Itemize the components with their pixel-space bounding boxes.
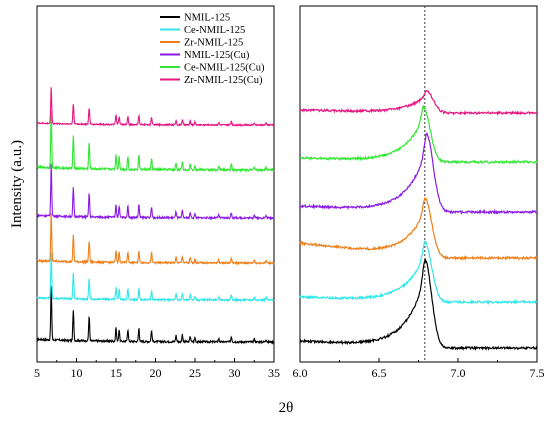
right-panel: 6.0 6.5 7.0 7.5 — [293, 5, 545, 380]
left-x-tick-label: 5 — [34, 366, 40, 380]
left-series-nmil-125-cu- — [36, 163, 275, 221]
legend-label: Zr-NMIL-125 — [184, 38, 243, 49]
legend-label: NMIL-125 — [184, 13, 230, 24]
left-x-tick-label: 30 — [229, 366, 241, 380]
legend-label: NMIL-125(Cu) — [184, 50, 250, 61]
right-plot-frame — [299, 5, 538, 363]
left-series-zr-nmil-125-cu- — [36, 87, 275, 128]
right-series-nmil-125-cu- — [299, 132, 538, 215]
left-x-tick-label: 20 — [150, 366, 162, 380]
y-axis-title: Intensity (a.u.) — [9, 140, 25, 228]
right-x-tick-label: 6.5 — [372, 366, 387, 380]
right-x-axis: 6.0 6.5 7.0 7.5 — [293, 358, 545, 380]
right-x-tick-label: 6.0 — [293, 366, 308, 380]
left-panel: 5 10 15 20 25 30 35 Intensity (a.u.) NMIL-125C… — [9, 5, 280, 380]
right-series-ce-nmil-125-cu- — [299, 104, 538, 165]
left-x-tick-label: 10 — [71, 366, 83, 380]
left-x-tick-label: 35 — [268, 366, 280, 380]
left-x-tick-label: 25 — [189, 366, 201, 380]
left-series-ce-nmil-125-cu- — [36, 111, 275, 173]
left-x-axis: 5 10 15 20 25 30 35 — [34, 358, 280, 380]
left-series-group — [36, 87, 275, 345]
legend-label: Zr-NMIL-125(Cu) — [184, 75, 263, 86]
right-series-zr-nmil-125-cu- — [299, 89, 538, 116]
right-x-tick-label: 7.5 — [530, 366, 545, 380]
right-series-nmil-125 — [299, 258, 538, 351]
right-x-tick-label: 7.0 — [451, 366, 466, 380]
right-series-zr-nmil-125 — [299, 197, 538, 262]
x-axis-title: 2θ — [279, 400, 294, 416]
left-x-tick-label: 15 — [110, 366, 122, 380]
legend-label: Ce-NMIL-125(Cu) — [184, 63, 265, 74]
left-series-zr-nmil-125 — [36, 212, 275, 266]
legend-label: Ce-NMIL-125 — [184, 25, 245, 36]
left-series-ce-nmil-125 — [36, 252, 275, 303]
right-series-group — [299, 89, 538, 351]
left-series-nmil-125 — [36, 286, 275, 345]
right-series-ce-nmil-125 — [299, 240, 538, 306]
